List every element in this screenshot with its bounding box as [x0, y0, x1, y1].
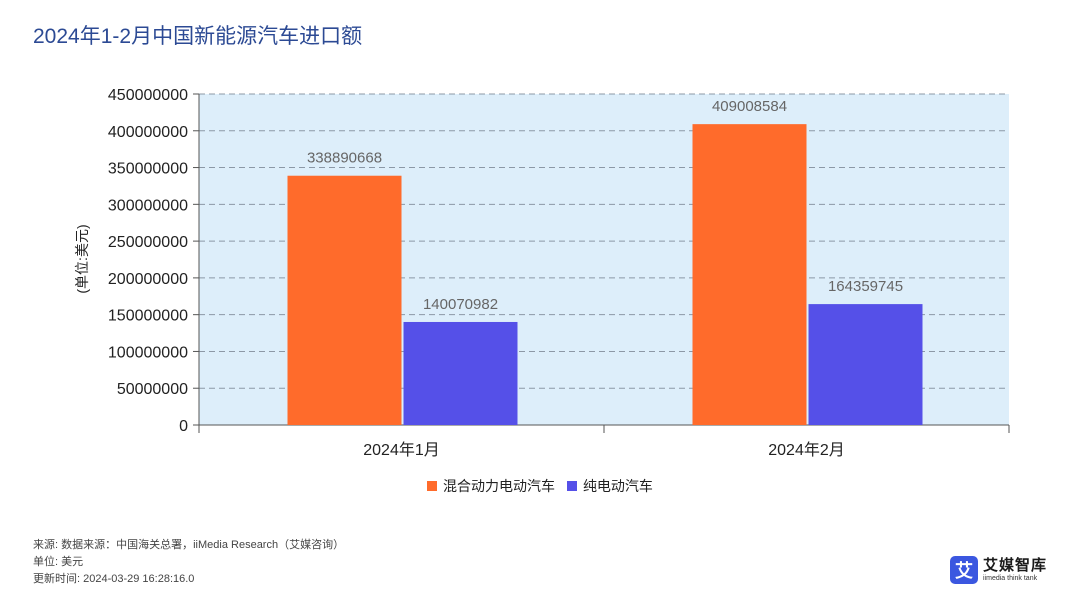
page-title: 2024年1-2月中国新能源汽车进口额	[33, 25, 363, 48]
logo-icon: 艾	[950, 556, 978, 584]
y-tick-label: 250000000	[108, 234, 188, 251]
y-tick-label: 400000000	[108, 124, 188, 141]
y-tick-label: 150000000	[108, 308, 188, 325]
y-tick-label: 50000000	[117, 381, 188, 398]
logo-name-cn: 艾媒智库	[983, 556, 1048, 574]
data-label: 140070982	[423, 296, 498, 313]
legend-swatch-hybrid	[427, 481, 438, 491]
y-tick-label: 0	[179, 418, 188, 435]
legend-item-ev[interactable]: 纯电动汽车	[566, 476, 653, 496]
footer-notes: 来源: 数据来源：中国海关总署，iiMedia Research（艾媒咨询） 单…	[33, 538, 363, 589]
logo-name-en: iimedia think tank	[983, 574, 1038, 582]
legend-label-ev: 纯电动汽车	[582, 478, 653, 494]
data-label: 164359745	[828, 278, 903, 295]
bar	[287, 175, 402, 425]
y-tick-label: 450000000	[108, 87, 188, 104]
y-tick-label: 100000000	[108, 344, 188, 361]
y-axis-label: (单位:美元)	[74, 224, 90, 293]
update-time: 更新时间: 2024-03-29 16:28:16.0	[33, 573, 195, 585]
bar	[403, 321, 518, 425]
legend-item-hybrid[interactable]: 混合动力电动汽车	[427, 476, 555, 496]
bar-chart: 0 50000000 100000000 150000000 200000000 2500…	[74, 87, 1010, 459]
chart-legend: 混合动力电动汽车 纯电动汽车	[0, 476, 1080, 496]
bar	[808, 304, 923, 425]
legend-swatch-ev	[566, 481, 577, 491]
x-tick-label: 2024年1月	[363, 441, 440, 459]
y-tick-label: 350000000	[108, 161, 188, 178]
y-tick-label: 300000000	[108, 197, 188, 214]
x-tick-label: 2024年2月	[768, 441, 845, 459]
data-label: 338890668	[307, 150, 382, 167]
y-tick-label: 200000000	[108, 271, 188, 288]
source-note: 来源: 数据来源：中国海关总署，iiMedia Research（艾媒咨询）	[33, 539, 345, 551]
unit-note: 单位: 美元	[33, 556, 84, 568]
brand-logo: 艾 艾媒智库 iimedia think tank	[950, 556, 1047, 584]
legend-label-hybrid: 混合动力电动汽车	[443, 478, 556, 494]
data-label: 409008584	[712, 98, 787, 115]
bar	[692, 124, 807, 426]
